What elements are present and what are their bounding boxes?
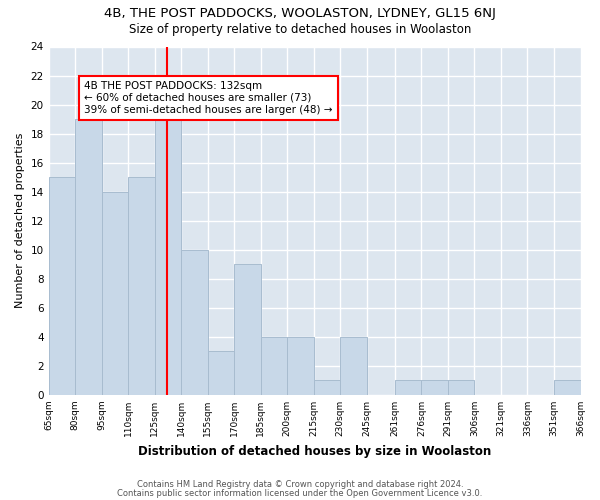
X-axis label: Distribution of detached houses by size in Woolaston: Distribution of detached houses by size … bbox=[138, 444, 491, 458]
Bar bbox=[234, 264, 260, 395]
Bar bbox=[314, 380, 340, 395]
Text: Size of property relative to detached houses in Woolaston: Size of property relative to detached ho… bbox=[129, 22, 471, 36]
Bar bbox=[448, 380, 475, 395]
Bar bbox=[421, 380, 448, 395]
Bar bbox=[260, 337, 287, 395]
Bar bbox=[75, 119, 101, 395]
Bar bbox=[181, 250, 208, 395]
Y-axis label: Number of detached properties: Number of detached properties bbox=[15, 133, 25, 308]
Text: Contains HM Land Registry data © Crown copyright and database right 2024.: Contains HM Land Registry data © Crown c… bbox=[137, 480, 463, 489]
Text: 4B, THE POST PADDOCKS, WOOLASTON, LYDNEY, GL15 6NJ: 4B, THE POST PADDOCKS, WOOLASTON, LYDNEY… bbox=[104, 8, 496, 20]
Text: Contains public sector information licensed under the Open Government Licence v3: Contains public sector information licen… bbox=[118, 488, 482, 498]
Bar bbox=[128, 177, 155, 395]
Bar bbox=[287, 337, 314, 395]
Bar bbox=[340, 337, 367, 395]
Text: 4B THE POST PADDOCKS: 132sqm
← 60% of detached houses are smaller (73)
39% of se: 4B THE POST PADDOCKS: 132sqm ← 60% of de… bbox=[84, 82, 332, 114]
Bar bbox=[554, 380, 581, 395]
Bar bbox=[395, 380, 421, 395]
Bar bbox=[208, 352, 234, 395]
Bar bbox=[49, 177, 75, 395]
Bar bbox=[101, 192, 128, 395]
Bar bbox=[155, 104, 181, 395]
